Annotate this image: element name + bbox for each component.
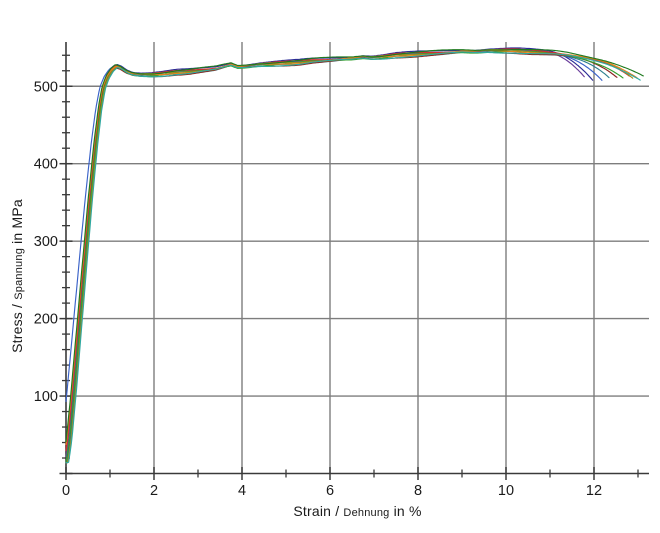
y-axis-title-main: Stress / xyxy=(9,299,25,353)
x-tick-label: 2 xyxy=(150,483,158,499)
curve-specimen-07 xyxy=(65,48,630,452)
x-tick-label: 12 xyxy=(586,483,602,499)
x-axis-title-unit: in % xyxy=(389,503,422,519)
x-axis-title-sub: Dehnung xyxy=(343,507,390,519)
x-tick-label: 4 xyxy=(238,483,246,499)
y-tick-label: 200 xyxy=(34,312,58,328)
y-axis-title-unit: in MPa xyxy=(9,199,25,248)
curve-specimen-03 xyxy=(65,48,603,403)
curve-specimen-08 xyxy=(65,49,634,464)
curve-specimen-10 xyxy=(65,51,641,464)
curve-specimen-11 xyxy=(65,48,644,443)
y-tick-label: 500 xyxy=(34,79,58,95)
y-tick-label: 300 xyxy=(34,234,58,250)
y-axis-title-sub: Spannung xyxy=(13,247,25,300)
curve-specimen-09 xyxy=(65,49,638,446)
x-tick-label: 6 xyxy=(326,483,334,499)
x-axis-title: Strain / Dehnung in % xyxy=(66,503,649,519)
curve-specimen-04 xyxy=(65,50,610,464)
y-tick-label: 400 xyxy=(34,157,58,173)
x-axis-title-main: Strain / xyxy=(293,503,344,519)
x-tick-label: 10 xyxy=(498,483,514,499)
x-tick-label: 0 xyxy=(62,483,70,499)
curve-specimen-02 xyxy=(65,47,594,464)
curve-specimen-06 xyxy=(65,50,624,464)
curve-specimen-05 xyxy=(65,51,618,449)
y-axis-title: Stress / Spannung in MPa xyxy=(9,186,25,366)
y-tick-label: 100 xyxy=(34,389,58,405)
x-tick-label: 8 xyxy=(414,483,422,499)
